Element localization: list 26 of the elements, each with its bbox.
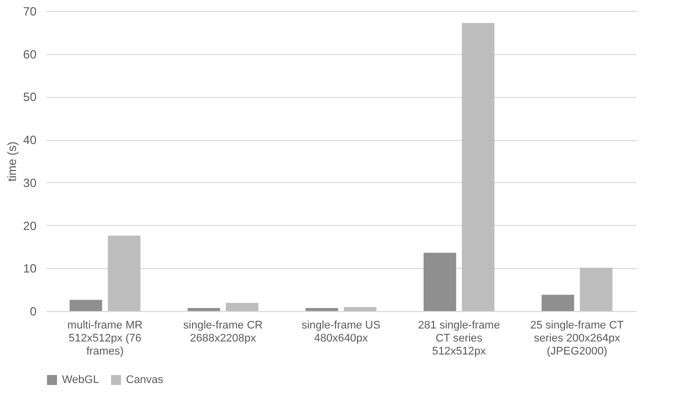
bar: [424, 252, 456, 311]
bar: [542, 294, 574, 311]
x-tick-label: 25 single-frame CT series 200x264px (JPEG2000): [530, 320, 624, 358]
y-tick-label: 70: [23, 4, 37, 18]
y-tick-label: 30: [23, 176, 37, 190]
y-tick-label: 40: [23, 133, 37, 148]
bar: [580, 268, 612, 311]
y-axis-title: time (s): [5, 142, 20, 182]
y-tick-label: 20: [23, 218, 37, 233]
bar: [462, 23, 494, 311]
bar: [344, 307, 376, 311]
y-tick-label: 10: [23, 262, 37, 276]
bar: [306, 308, 338, 311]
y-tick-label: 0: [30, 304, 37, 318]
y-tick-label: 60: [23, 47, 37, 62]
legend-label: Canvas: [126, 374, 164, 386]
x-tick-label: single-frame US 480x640px: [302, 320, 380, 344]
x-tick-label: single-frame CR 2688x2208px: [183, 320, 263, 344]
bar: [226, 302, 258, 311]
y-tick-label: 50: [23, 90, 37, 104]
legend-label: WebGL: [62, 374, 100, 386]
bar: [188, 308, 220, 311]
x-tick-label: multi-frame MR 512x512px (76 frames): [67, 320, 143, 358]
bar: [108, 236, 140, 311]
bar: [70, 300, 102, 311]
x-tick-label: 281 single-frame CT series 512x512px: [418, 320, 500, 358]
